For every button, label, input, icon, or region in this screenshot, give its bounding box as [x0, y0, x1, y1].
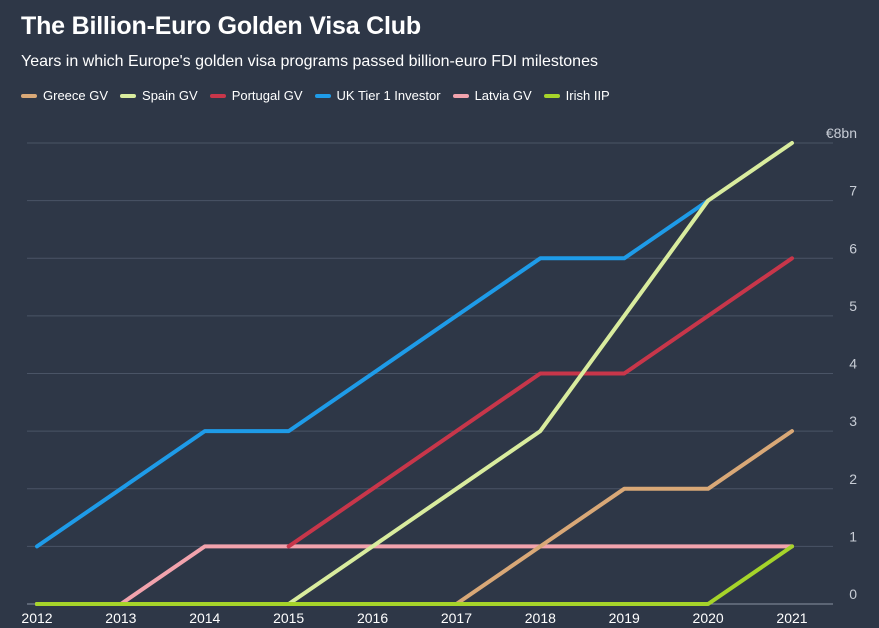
legend-label-uk: UK Tier 1 Investor: [336, 88, 441, 103]
legend-swatch-latvia: [452, 93, 469, 98]
x-tick-label: 2020: [693, 610, 724, 626]
x-tick-label: 2015: [273, 610, 304, 626]
x-tick-label: 2013: [105, 610, 136, 626]
legend-label-latvia: Latvia GV: [474, 88, 532, 103]
legend-label-portugal: Portugal GV: [231, 88, 303, 103]
chart-title: The Billion-Euro Golden Visa Club: [21, 12, 421, 40]
x-tick-label: 2012: [21, 610, 52, 626]
chart-frame: [6, 6, 873, 628]
y-tick-label: 3: [849, 413, 857, 429]
y-axis-ticks: 0 1 2 3 4 5 6 7 €8bn: [826, 125, 857, 602]
y-tick-label: 2: [849, 471, 857, 487]
legend-swatch-spain: [120, 93, 137, 98]
x-tick-label: 2014: [189, 610, 220, 626]
x-tick-label: 2019: [609, 610, 640, 626]
y-tick-label: €8bn: [826, 125, 857, 141]
x-tick-label: 2021: [776, 610, 807, 626]
series-line-uk-tier-1-investor[interactable]: [35, 198, 711, 549]
legend: Greece GV Spain GV Portugal GV UK Tier 1…: [21, 88, 622, 103]
legend-item-irish[interactable]: Irish IIP: [543, 88, 610, 103]
y-tick-label: 1: [849, 528, 857, 544]
legend-label-irish: Irish IIP: [565, 88, 610, 103]
legend-item-greece[interactable]: Greece GV: [21, 88, 108, 103]
x-tick-label: 2017: [441, 610, 472, 626]
legend-label-greece: Greece GV: [43, 88, 109, 103]
legend-item-uk[interactable]: UK Tier 1 Investor: [314, 88, 441, 103]
x-tick-label: 2016: [357, 610, 388, 626]
legend-label-spain: Spain GV: [142, 88, 198, 103]
y-tick-label: 6: [849, 240, 857, 256]
legend-swatch-uk: [314, 93, 331, 98]
legend-item-spain[interactable]: Spain GV: [120, 88, 198, 103]
series-line-irish-iip[interactable]: [35, 544, 794, 606]
series-lines: [35, 141, 794, 606]
legend-item-latvia[interactable]: Latvia GV: [452, 88, 532, 103]
y-tick-label: 7: [849, 183, 857, 199]
legend-item-portugal[interactable]: Portugal GV: [209, 88, 303, 103]
series-line-latvia-gv[interactable]: [35, 544, 794, 606]
legend-swatch-greece: [21, 93, 37, 98]
y-tick-label: 5: [849, 298, 857, 314]
series-line-portugal-gv[interactable]: [286, 256, 794, 549]
x-axis-ticks: 2012 2013 2014 2015 2016 2017 2018 2019 2020 2021: [21, 610, 807, 626]
legend-swatch-portugal: [209, 93, 226, 98]
chart-subtitle: Years in which Europe's golden visa prog…: [21, 53, 598, 70]
x-tick-label: 2018: [525, 610, 556, 626]
grid-lines: [27, 142, 833, 605]
legend-swatch-irish: [543, 93, 560, 98]
y-tick-label: 4: [849, 356, 857, 372]
y-tick-label: 0: [849, 586, 857, 602]
